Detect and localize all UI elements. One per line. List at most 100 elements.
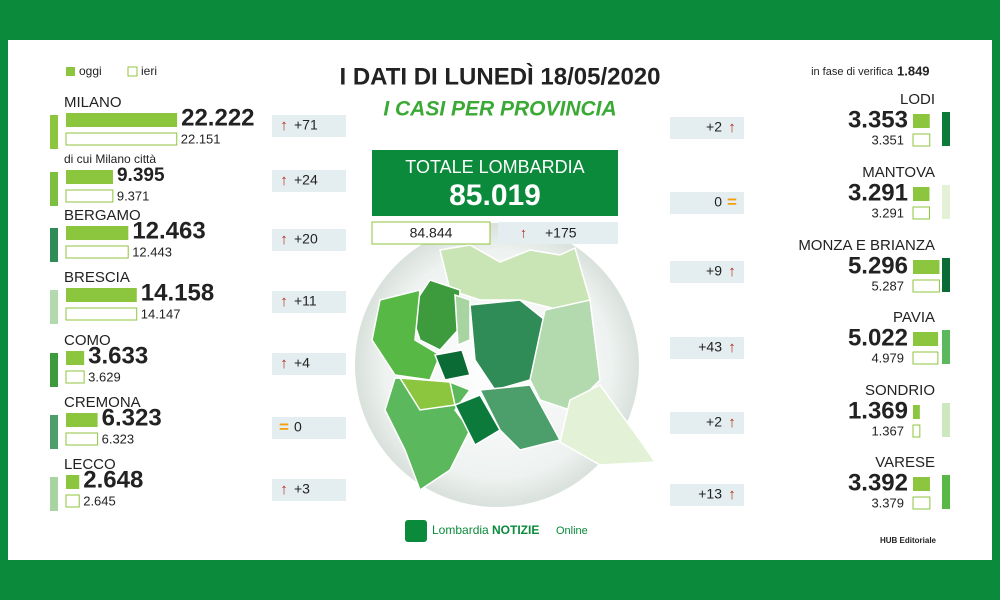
arrow-up: ↑ <box>280 117 288 134</box>
arrow-up: ↑ <box>728 119 736 136</box>
value-today: 2.648 <box>83 466 143 493</box>
map-monza <box>433 349 471 381</box>
bar-today <box>913 114 930 128</box>
change-value: +2 <box>706 414 722 430</box>
bar-yesterday <box>65 245 129 259</box>
change-value: 0 <box>294 419 302 435</box>
value-yesterday: 3.291 <box>871 205 904 220</box>
value-today: 9.395 <box>117 165 165 186</box>
logo-part: Online <box>556 525 588 537</box>
bar-today <box>66 170 113 184</box>
bar-yesterday <box>912 351 939 365</box>
map <box>371 244 657 492</box>
value-yesterday: 3.351 <box>871 132 904 147</box>
change-value: +2 <box>706 119 722 135</box>
bar-yesterday <box>912 206 930 220</box>
arrow: ↑ <box>520 225 527 241</box>
arrow-up: ↑ <box>280 293 288 310</box>
value-yesterday: 1.367 <box>871 423 904 438</box>
province-stripe <box>942 403 950 437</box>
logo-part: NOTIZIE <box>492 523 539 537</box>
value-today: 22.222 <box>181 104 254 131</box>
province-name: VARESE <box>875 454 935 471</box>
bar-today <box>913 477 930 491</box>
province-name: MILANO <box>64 94 122 111</box>
total-yesterday: 84.844 <box>410 225 453 241</box>
province-stripe <box>942 112 950 146</box>
map-lecco <box>454 293 471 347</box>
change-value: +13 <box>698 486 722 502</box>
credit: HUB Editoriale <box>880 536 937 545</box>
arrow-up: ↑ <box>728 414 736 431</box>
bar-yesterday <box>65 494 80 508</box>
province-stripe <box>50 353 58 387</box>
subtitle: I CASI PER PROVINCIA <box>383 98 616 121</box>
arrow-up: ↑ <box>728 339 736 356</box>
bar-yesterday <box>65 432 99 446</box>
value-yesterday: 3.379 <box>871 495 904 510</box>
province-stripe <box>942 185 950 219</box>
legend-swatch-yesterday <box>127 66 138 77</box>
province-stripe <box>50 415 58 449</box>
change-pill <box>272 291 346 313</box>
province-name: LECCO <box>64 456 116 473</box>
map-sondrio <box>439 244 591 311</box>
change-pill <box>272 115 346 137</box>
province-stripe <box>50 290 58 324</box>
value-yesterday: 9.371 <box>117 188 150 203</box>
province-stripe <box>50 172 58 206</box>
legend-yesterday: ieri <box>141 64 157 78</box>
arrow-up: ↑ <box>728 263 736 280</box>
change-pill <box>670 337 744 359</box>
bar-yesterday <box>65 307 138 321</box>
value-yesterday: 2.645 <box>83 493 116 508</box>
change-pill <box>670 192 744 214</box>
value-today: 14.158 <box>141 279 214 306</box>
change-value: +43 <box>698 339 722 355</box>
change-value: 0 <box>714 194 722 210</box>
bar-today <box>66 226 129 240</box>
logo-part: Lombardia <box>432 523 489 537</box>
total-yesterday-box <box>371 221 491 245</box>
province-stripe <box>50 477 58 511</box>
province-name: LODI <box>900 91 935 108</box>
province-name: CREMONA <box>64 394 141 411</box>
total-today: 85.019 <box>449 179 541 212</box>
verifica-value: 1.849 <box>897 63 930 78</box>
value-yesterday: 12.443 <box>132 244 172 259</box>
value-yesterday: 4.979 <box>871 350 904 365</box>
value-today: 3.392 <box>848 469 908 496</box>
title: I DATI DI LUNEDÌ 18/05/2020 <box>340 62 661 90</box>
arrow-up: ↑ <box>728 486 736 503</box>
change-value: +11 <box>294 293 317 309</box>
bar-yesterday <box>912 133 931 147</box>
province-name: di cui Milano città <box>64 152 156 166</box>
change-pill <box>272 229 346 251</box>
province-name: PAVIA <box>893 309 935 326</box>
total-box <box>372 150 618 216</box>
province-stripe <box>942 330 950 364</box>
change-pill <box>670 117 744 139</box>
bar-yesterday <box>65 189 114 203</box>
bar-yesterday <box>65 370 85 384</box>
arrow-up: ↑ <box>280 172 288 189</box>
change-value: +20 <box>294 231 318 247</box>
arrow-up: ↑ <box>280 355 288 372</box>
value-today: 3.633 <box>88 342 148 369</box>
value-today: 5.022 <box>848 324 908 351</box>
bar-yesterday <box>912 496 931 510</box>
change-pill <box>670 484 744 506</box>
change-pill <box>272 353 346 375</box>
bar-today <box>66 288 137 302</box>
bar-yesterday <box>65 132 178 146</box>
map-mantova <box>559 384 657 466</box>
change-value: +9 <box>706 263 722 279</box>
change-value: +4 <box>294 355 310 371</box>
change-value: +24 <box>294 172 318 188</box>
equal-icon: = <box>279 417 289 436</box>
map-cremona <box>478 384 562 451</box>
province-stripe <box>942 475 950 509</box>
province-name: SONDRIO <box>865 382 935 399</box>
